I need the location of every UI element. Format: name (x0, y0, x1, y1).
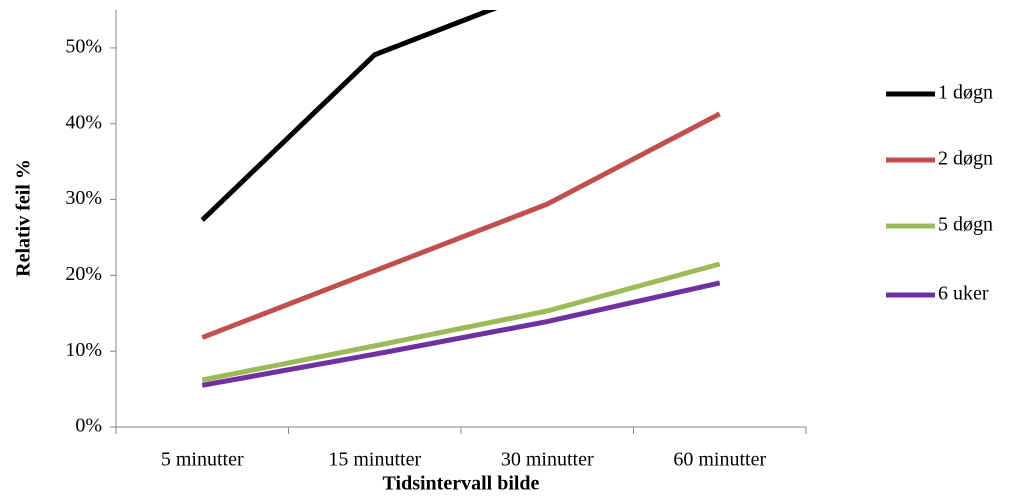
y-tick-label: 50% (65, 36, 102, 58)
x-tick-label: 15 minutter (328, 449, 421, 471)
y-tick-label: 20% (65, 263, 102, 285)
y-tick-label: 10% (65, 339, 102, 361)
series-line (200, 10, 498, 222)
x-tick-label: 60 minutter (673, 449, 766, 471)
legend-label: 6 uker (938, 283, 989, 305)
series-line (201, 261, 721, 383)
y-tick-label: 30% (65, 187, 102, 209)
y-tick-label: 0% (75, 415, 102, 437)
x-tick-label: 30 minutter (501, 449, 594, 471)
legend-label: 2 døgn (938, 148, 993, 170)
series-line (201, 111, 721, 340)
series-line (201, 280, 721, 388)
y-tick-label: 40% (65, 111, 102, 133)
legend-label: 1 døgn (938, 82, 993, 104)
legend-label: 5 døgn (938, 214, 993, 236)
x-tick-label: 5 minutter (161, 449, 244, 471)
plot-area (200, 10, 721, 388)
y-axis-title: Relativ feil % (13, 159, 35, 277)
x-axis-title: Tidsintervall bilde (383, 473, 540, 495)
